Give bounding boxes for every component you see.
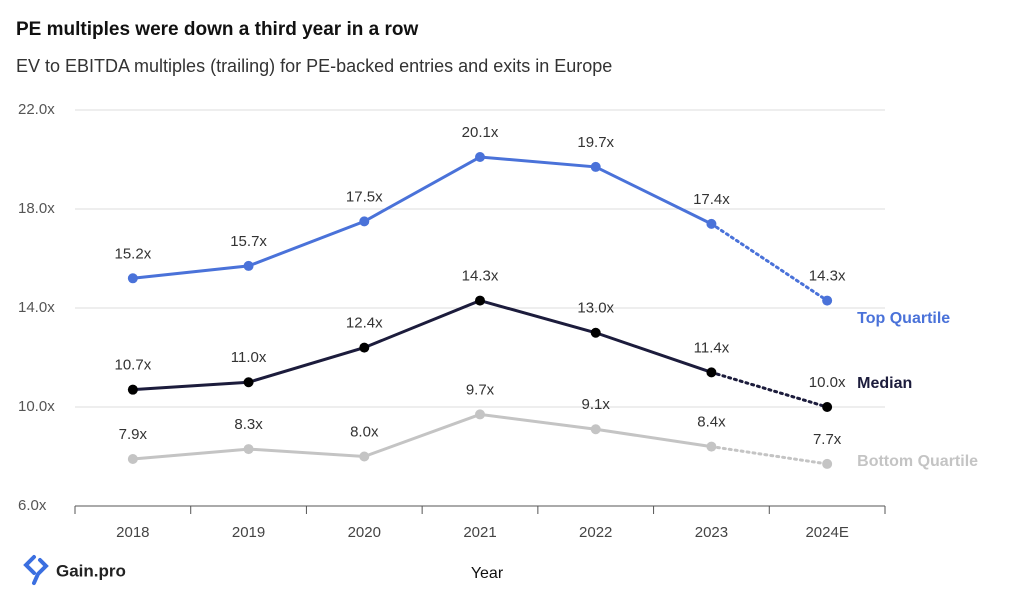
chart-subtitle: EV to EBITDA multiples (trailing) for PE…	[16, 56, 612, 76]
y-tick-label: 6.0x	[18, 497, 47, 514]
x-tick-label: 2020	[348, 524, 381, 541]
logo: Gain.pro	[23, 555, 126, 585]
data-label: 7.9x	[119, 426, 148, 443]
series-label: Bottom Quartile	[857, 453, 978, 470]
data-label: 13.0x	[577, 300, 614, 317]
data-point	[590, 327, 601, 338]
x-axis-title: Year	[471, 565, 504, 582]
y-tick-label: 18.0x	[18, 200, 55, 217]
data-label: 19.7x	[577, 134, 614, 151]
y-tick-label: 22.0x	[18, 101, 55, 118]
data-label: 9.7x	[466, 381, 495, 398]
data-point	[127, 453, 138, 464]
x-tick-label: 2024E	[805, 524, 848, 541]
data-point	[359, 216, 370, 227]
data-point	[475, 409, 485, 420]
data-label: 7.7x	[813, 431, 842, 448]
x-tick-label: 2022	[579, 524, 612, 541]
data-label: 10.7x	[115, 357, 152, 374]
data-point	[475, 152, 485, 163]
y-tick-label: 14.0x	[18, 299, 55, 316]
data-point	[127, 384, 138, 395]
data-point	[822, 458, 833, 469]
data-label: 17.5x	[346, 188, 383, 205]
data-point	[590, 161, 601, 172]
data-point	[706, 441, 717, 452]
data-label: 10.0x	[809, 374, 846, 391]
data-label: 11.0x	[231, 349, 267, 366]
series-line	[132, 298, 712, 392]
series-line	[132, 155, 713, 280]
data-point	[475, 295, 485, 306]
logo-icon	[23, 555, 49, 585]
data-label: 14.3x	[809, 268, 846, 285]
data-point	[359, 342, 370, 353]
x-tick-label: 2023	[695, 524, 728, 541]
series-line	[132, 412, 712, 461]
x-tick-label: 2019	[232, 524, 265, 541]
brand: Gain.pro	[56, 561, 126, 580]
data-label: 14.3x	[462, 268, 499, 285]
data-point	[127, 273, 138, 284]
series-label: Median	[857, 375, 912, 392]
data-label: 15.2x	[115, 245, 152, 262]
data-point	[822, 295, 833, 306]
data-label: 8.0x	[350, 423, 379, 440]
y-tick-label: 10.0x	[18, 398, 55, 415]
series-label: Top Quartile	[857, 310, 950, 327]
data-label: 9.1x	[582, 396, 611, 413]
chart-title: PE multiples were down a third year in a…	[16, 19, 418, 40]
data-point	[706, 218, 717, 229]
data-point	[243, 260, 254, 271]
data-label: 8.3x	[234, 416, 263, 433]
data-label: 17.4x	[693, 191, 730, 208]
data-label: 15.7x	[230, 233, 267, 250]
data-label: 12.4x	[346, 315, 383, 332]
projection-line	[709, 445, 829, 466]
projection-line	[709, 370, 829, 409]
data-point	[243, 444, 254, 455]
data-label: 8.4x	[697, 414, 726, 431]
data-point	[590, 424, 601, 435]
data-point	[822, 402, 833, 412]
data-label: 11.4x	[694, 339, 730, 356]
data-point	[359, 451, 370, 462]
data-point	[243, 377, 254, 388]
x-tick-label: 2018	[116, 524, 149, 541]
projection-line	[709, 222, 829, 303]
data-point	[706, 367, 717, 378]
data-label: 20.1x	[462, 124, 499, 141]
x-tick-label: 2021	[463, 524, 496, 541]
